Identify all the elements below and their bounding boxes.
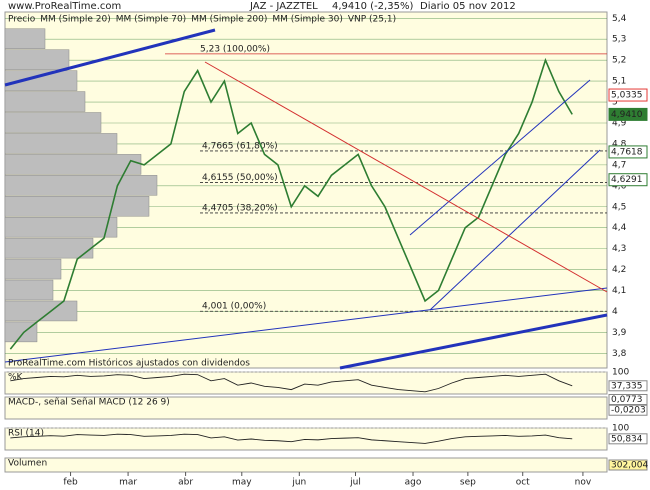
price-label-box [608, 88, 648, 102]
fib-label: 4,001 (0,00%) [202, 302, 266, 312]
y-tick-label: 4,6 [612, 181, 627, 191]
legend-entry: MM (Simple 70) [116, 15, 186, 25]
readout-label: 302,004 [611, 461, 648, 471]
trend-line [204, 61, 608, 293]
legend-entry: MM (Simple 30) [272, 15, 342, 25]
y-tick-label: 3,9 [612, 328, 627, 338]
volume-profile-bar [4, 258, 62, 280]
y-tick-label: 5,3 [612, 35, 626, 45]
price-label-box [608, 107, 648, 121]
y-tick-label: 5 [612, 98, 618, 108]
fib-label: 4,6155 (50,00%) [202, 173, 278, 183]
volume-profile-bar [4, 112, 102, 133]
macd-panel [4, 396, 608, 420]
readout-box [608, 459, 648, 471]
price-label: 4,9410 [611, 110, 643, 120]
x-tick-label: oct [516, 478, 530, 488]
x-tick-label: nov [575, 478, 592, 488]
y-tick-label: 100 [612, 368, 629, 378]
y-tick-label: 3,8 [612, 349, 627, 359]
y-tick-label: 4,9 [612, 118, 627, 128]
quote: 4,9410 (-2,35%) [332, 1, 413, 12]
price-label: 4,7618 [611, 147, 643, 157]
trend-line [4, 28, 216, 87]
volume-profile-bar [4, 133, 118, 154]
title: JAZ - JAZZTEL [249, 1, 318, 12]
x-tick-label: sep [460, 478, 476, 488]
legend-entry: VNP (25,1) [348, 15, 396, 25]
y-tick-label: 4,7 [612, 160, 626, 170]
x-tick-label: abr [178, 478, 193, 488]
readout-box [608, 433, 648, 445]
channel-line [409, 79, 591, 236]
x-tick-label: ago [405, 478, 422, 488]
period: Diario 05 nov 2012 [420, 1, 516, 12]
price-label-box [608, 145, 648, 159]
volume-panel [4, 457, 608, 473]
y-tick-label: 100 [612, 424, 629, 434]
y-tick-label: 4,5 [612, 202, 626, 212]
volume-profile-bar [4, 237, 94, 259]
y-tick-label: 5,4 [612, 14, 627, 24]
trend-line [339, 313, 608, 370]
readout-box [608, 404, 648, 416]
panel-title: Volumen [8, 459, 47, 469]
volume-profile-bar [4, 91, 86, 112]
marks: 5,23 (100,00%) 4,7665 (61,80%) 4,6155 (50,… [4, 28, 648, 471]
footer: ProRealTime.com Históricos ajustados con… [8, 358, 250, 369]
legend-entry: MM (Simple 200) [191, 15, 267, 25]
volume-profile-bar [4, 154, 142, 175]
stoch-panel [4, 371, 608, 395]
trend-line [4, 287, 608, 363]
rsi-panel [4, 427, 608, 451]
panel-title: %K [8, 373, 24, 383]
volume-profile-bar [4, 279, 54, 301]
volume-profile-bar [4, 175, 158, 196]
volume-profile-bar [4, 196, 150, 217]
legend-entry: MM (Simple 20) [40, 15, 110, 25]
volume-profile-bar [4, 49, 70, 70]
x-tick-label: jun [291, 478, 306, 488]
fib-label: 5,23 (100,00%) [200, 44, 270, 54]
channel-line [429, 149, 601, 311]
price-label-box [608, 173, 648, 187]
price-label: 4,6291 [611, 175, 643, 185]
y-tick-label: 5,1 [612, 77, 626, 87]
readout-label: 0,0773 [611, 395, 643, 405]
y-tick-label: 4,4 [612, 223, 627, 233]
fib-label: 4,7665 (61,80%) [202, 141, 278, 151]
readout-label: 50,834 [611, 434, 643, 444]
panel-title: MACD-, señal Señal MACD (12 26 9) [8, 398, 170, 408]
site: www.ProRealTime.com [8, 1, 121, 12]
y-tick-label: 4 [612, 307, 618, 317]
y-tick-label: 4,1 [612, 286, 626, 296]
legend-entry: Precio [8, 15, 36, 25]
y-tick-label: 4,3 [612, 244, 626, 254]
fib-label: 4,4705 (38,20%) [202, 203, 278, 213]
y-tick-label: 4,2 [612, 265, 626, 275]
y-tick-label: 4,8 [612, 139, 627, 149]
volume-profile-bar [4, 28, 46, 49]
series-line [10, 433, 573, 444]
price-label: 5,0335 [611, 91, 643, 101]
volume-profile-bar [4, 300, 78, 322]
readout-label: 37,335 [611, 381, 643, 391]
x-tick-label: mar [119, 478, 137, 488]
y-tick-label: 5,2 [612, 56, 626, 66]
volume-profile-bar [4, 216, 118, 238]
readout-label: -0,0203 [611, 406, 646, 416]
legend: Precio MM (Simple 20) MM (Simple 70) MM (Si… [8, 15, 396, 25]
x-tick-label: jul [349, 478, 361, 488]
x-tick-label: may [232, 478, 252, 488]
volume-profile-bar [4, 70, 78, 91]
volume-profile-bar [4, 321, 38, 343]
x-tick-label: feb [63, 478, 78, 488]
readout-box [608, 393, 648, 405]
series-line [10, 373, 573, 393]
panel-title: RSI (14) [8, 429, 44, 439]
series-line [9, 57, 573, 350]
readout-box [608, 380, 648, 392]
